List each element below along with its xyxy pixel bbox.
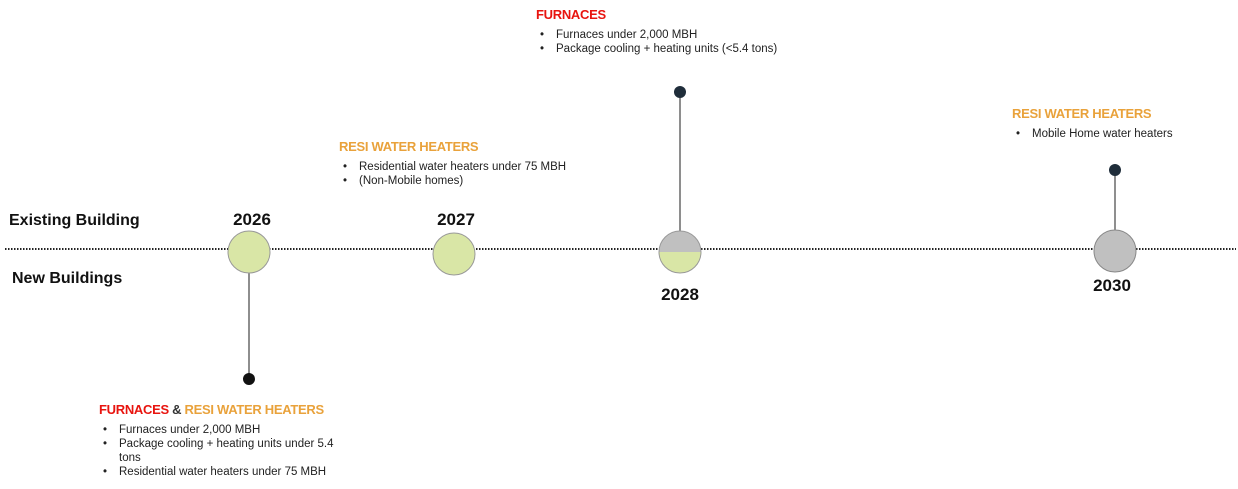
callout-item: (Non-Mobile homes) (343, 174, 659, 188)
callout-list: Furnaces under 2,000 MBHPackage cooling … (103, 423, 353, 479)
callout-title: FURNACES & RESI WATER HEATERS (99, 402, 399, 417)
stem-dot (674, 86, 686, 98)
callout-item: Package cooling + heating units under 5.… (103, 437, 353, 465)
callout-item: Furnaces under 2,000 MBH (103, 423, 353, 437)
milestone-circle (658, 230, 702, 274)
callout: RESI WATER HEATERS Residential water heat… (339, 139, 659, 188)
title-part: FURNACES (536, 7, 606, 22)
callout-title: FURNACES (536, 7, 876, 22)
title-part: RESI WATER HEATERS (184, 402, 325, 417)
callout-list: Residential water heaters under 75 MBH(N… (343, 160, 659, 188)
year-label: 2026 (233, 210, 271, 229)
callout-item: Residential water heaters under 75 MBH (103, 465, 353, 479)
title-part: FURNACES (99, 402, 169, 417)
callout-title: RESI WATER HEATERS (339, 139, 659, 154)
callout-title: RESI WATER HEATERS (1012, 106, 1232, 121)
callout-list: Mobile Home water heaters (1016, 127, 1232, 141)
callout-item: Residential water heaters under 75 MBH (343, 160, 659, 174)
row-label: Existing Building (9, 212, 140, 229)
year-label: 2027 (437, 210, 475, 229)
callout: FURNACES & RESI WATER HEATERS Furnaces un… (99, 402, 399, 479)
row-label: New Buildings (12, 270, 123, 287)
milestone-circle (1093, 229, 1137, 273)
milestone-half-bottom (659, 252, 701, 273)
year-label: 2028 (661, 285, 699, 304)
milestone-half-top (659, 231, 701, 252)
callout-item: Furnaces under 2,000 MBH (540, 28, 876, 42)
title-part: & (172, 402, 182, 417)
callout-item: Mobile Home water heaters (1016, 127, 1232, 141)
callout-item: Package cooling + heating units (<5.4 to… (540, 42, 876, 56)
stem-dot (1109, 164, 1121, 176)
title-part: RESI WATER HEATERS (1012, 106, 1152, 121)
title-part: RESI WATER HEATERS (339, 139, 479, 154)
milestone-circle (227, 230, 271, 274)
stem-dot (243, 373, 255, 385)
callout-list: Furnaces under 2,000 MBHPackage cooling … (540, 28, 876, 56)
year-label: 2030 (1093, 276, 1131, 295)
callout: RESI WATER HEATERS Mobile Home water heat… (1012, 106, 1232, 141)
callout: FURNACES Furnaces under 2,000 MBHPackage … (536, 7, 876, 56)
milestone-circle (432, 232, 476, 276)
